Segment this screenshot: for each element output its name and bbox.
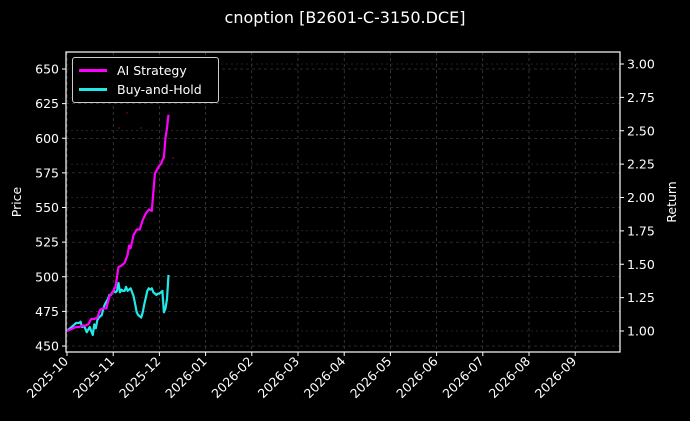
legend: AI Strategy Buy-and-Hold: [72, 57, 219, 103]
y2-tick-label: 1.75: [627, 223, 655, 238]
x-tick-label: 2026-01: [162, 354, 210, 402]
legend-item-ai-strategy: AI Strategy: [79, 61, 187, 79]
y2-tick-label: 1.00: [627, 324, 655, 339]
y-tick-label: 450: [35, 339, 59, 354]
legend-swatch-buy-and-hold: [79, 87, 107, 91]
legend-label: AI Strategy: [117, 62, 187, 78]
trade-marker: [172, 157, 174, 159]
y-tick-label: 525: [35, 235, 59, 250]
x-tick-label: 2026-07: [439, 354, 487, 402]
y-tick-label: 500: [35, 269, 59, 284]
x-tick-label: 2026-06: [393, 353, 441, 401]
x-tick-label: 2025-12: [116, 354, 164, 402]
trade-marker: [140, 127, 142, 129]
legend-label: Buy-and-Hold: [117, 81, 202, 97]
y-tick-label: 600: [35, 131, 59, 146]
trade-marker: [118, 127, 120, 129]
y2-tick-label: 2.50: [627, 123, 655, 138]
y2-axis-label: Return: [664, 181, 679, 222]
x-tick-label: 2025-11: [70, 354, 118, 402]
legend-item-buy-and-hold: Buy-and-Hold: [79, 80, 202, 98]
y-tick-label: 625: [35, 96, 59, 111]
trade-marker: [126, 112, 128, 114]
y2-tick-label: 2.25: [627, 157, 655, 172]
x-tick-label: 2026-02: [208, 354, 256, 402]
y-tick-label: 475: [35, 304, 59, 319]
series-ai-strategy: [66, 114, 170, 333]
x-tick-label: 2026-09: [532, 353, 580, 401]
chart-title: cnoption [B2601-C-3150.DCE]: [224, 8, 466, 27]
trade-marker: [103, 269, 105, 271]
x-tick-label: 2026-08: [486, 353, 534, 401]
y-tick-label: 550: [35, 200, 59, 215]
x-tick-label: 2026-05: [347, 354, 395, 402]
y-tick-label: 650: [35, 62, 59, 77]
y2-tick-label: 2.75: [627, 90, 655, 105]
y2-tick-label: 1.25: [627, 290, 655, 305]
y2-tick-label: 1.50: [627, 257, 655, 272]
legend-swatch-ai-strategy: [79, 68, 107, 72]
x-tick-label: 2026-03: [255, 354, 303, 402]
y-tick-label: 575: [35, 165, 59, 180]
x-tick-label: 2025-10: [24, 353, 72, 401]
y-axis-label: Price: [9, 186, 24, 217]
y2-tick-label: 3.00: [627, 57, 655, 72]
y2-tick-label: 2.00: [627, 190, 655, 205]
series-buy-and-hold: [66, 274, 170, 337]
plot-frame: [65, 51, 621, 353]
x-tick-label: 2026-04: [301, 353, 349, 401]
